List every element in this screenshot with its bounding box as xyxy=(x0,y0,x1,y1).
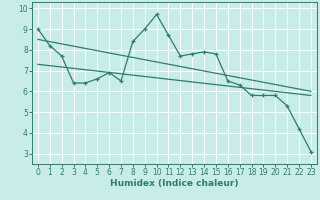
X-axis label: Humidex (Indice chaleur): Humidex (Indice chaleur) xyxy=(110,179,239,188)
